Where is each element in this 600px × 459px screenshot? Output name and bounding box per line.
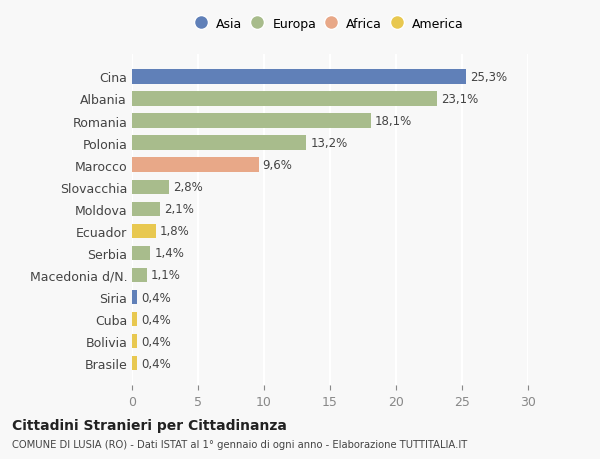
Bar xyxy=(132,158,259,173)
Text: 0,4%: 0,4% xyxy=(141,357,171,370)
Text: 1,1%: 1,1% xyxy=(151,269,181,282)
Text: 25,3%: 25,3% xyxy=(470,71,507,84)
Text: 0,4%: 0,4% xyxy=(141,291,171,304)
Bar xyxy=(132,202,160,217)
Text: 1,4%: 1,4% xyxy=(154,247,184,260)
Text: 2,1%: 2,1% xyxy=(164,203,194,216)
Bar xyxy=(132,334,137,348)
Bar xyxy=(132,356,137,370)
Legend: Asia, Europa, Africa, America: Asia, Europa, Africa, America xyxy=(196,18,464,31)
Text: 18,1%: 18,1% xyxy=(375,115,412,128)
Bar xyxy=(132,246,151,261)
Text: 9,6%: 9,6% xyxy=(263,159,293,172)
Bar xyxy=(132,290,137,304)
Bar xyxy=(132,70,466,84)
Text: 23,1%: 23,1% xyxy=(441,93,478,106)
Bar xyxy=(132,136,306,151)
Bar xyxy=(132,180,169,195)
Bar xyxy=(132,312,137,326)
Text: Cittadini Stranieri per Cittadinanza: Cittadini Stranieri per Cittadinanza xyxy=(12,418,287,432)
Bar xyxy=(132,268,146,282)
Text: 2,8%: 2,8% xyxy=(173,181,203,194)
Bar xyxy=(132,114,371,129)
Text: 0,4%: 0,4% xyxy=(141,313,171,326)
Text: COMUNE DI LUSIA (RO) - Dati ISTAT al 1° gennaio di ogni anno - Elaborazione TUTT: COMUNE DI LUSIA (RO) - Dati ISTAT al 1° … xyxy=(12,440,467,449)
Text: 1,8%: 1,8% xyxy=(160,225,190,238)
Text: 0,4%: 0,4% xyxy=(141,335,171,348)
Bar xyxy=(132,92,437,106)
Text: 13,2%: 13,2% xyxy=(310,137,347,150)
Bar xyxy=(132,224,156,239)
